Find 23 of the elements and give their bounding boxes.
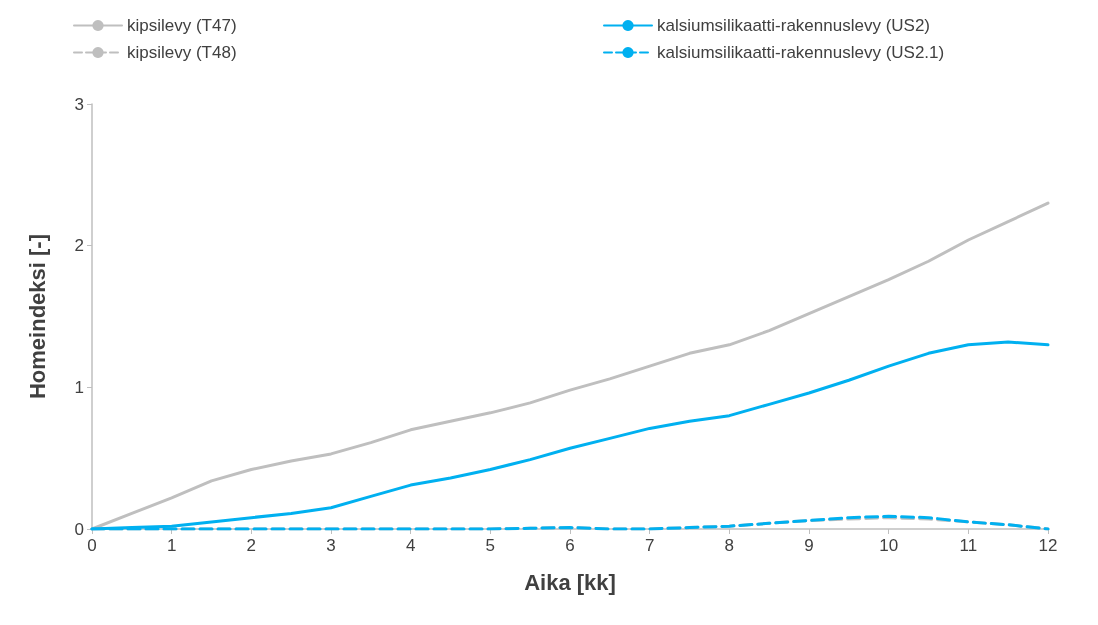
x-tick-label: 3 xyxy=(326,536,336,555)
x-tick-label: 5 xyxy=(485,536,496,555)
x-tick-label: 6 xyxy=(565,536,575,555)
x-tick-label: 10 xyxy=(879,536,899,555)
y-axis-title: Homeindeksi [-] xyxy=(24,233,50,400)
y-tick-label: 2 xyxy=(74,236,84,256)
legend-label: kipsilevy (T47) xyxy=(127,16,237,35)
x-tick-label: 8 xyxy=(724,536,735,555)
y-tick-label: 1 xyxy=(74,377,84,397)
x-tick-label: 1 xyxy=(166,536,177,555)
x-tick-label: 4 xyxy=(405,536,416,555)
x-tick-label: 12 xyxy=(1038,536,1058,555)
x-tick-label: 0 xyxy=(87,536,97,555)
x-axis-title: Aika [kk] xyxy=(524,569,616,595)
x-tick-label: 9 xyxy=(804,536,814,555)
x-tick-label: 2 xyxy=(246,536,257,555)
x-tick-label: 7 xyxy=(644,536,655,555)
y-tick-label: 3 xyxy=(74,94,84,114)
legend-label: kalsiumsilikaatti-rakennuslevy (US2.1) xyxy=(657,43,945,62)
y-tick-label: 0 xyxy=(74,519,84,539)
legend-label: kalsiumsilikaatti-rakennuslevy (US2) xyxy=(657,16,931,35)
legend-label: kipsilevy (T48) xyxy=(127,43,237,62)
x-tick-label: 11 xyxy=(959,536,978,555)
